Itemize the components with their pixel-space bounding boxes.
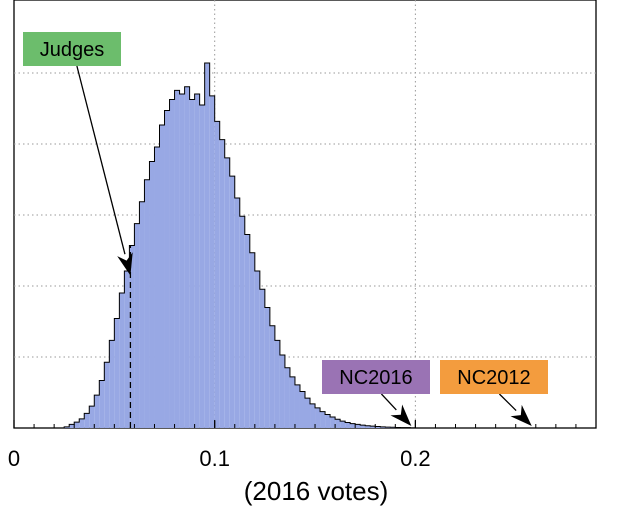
annotation-judges: Judges [23, 32, 133, 428]
histogram-bar [239, 216, 245, 428]
histogram-bar [264, 307, 270, 428]
annotation-label-box [23, 32, 121, 66]
histogram-bar [99, 380, 105, 428]
histogram-bar [194, 94, 200, 429]
histogram-bar [289, 376, 295, 428]
histogram-bar [154, 146, 160, 428]
histogram-bar [149, 161, 155, 429]
histogram-bar [320, 411, 326, 428]
x-axis-title: (2016 votes) [244, 476, 389, 506]
histogram-bar [380, 426, 386, 428]
histogram-bar [305, 398, 311, 428]
annotation-arrow-head [510, 404, 532, 426]
histogram-bar [325, 414, 331, 428]
histogram-bar [209, 95, 215, 428]
histogram-bar [340, 421, 346, 428]
x-axis-ticks: 0 0.1 0.2 [8, 420, 577, 471]
histogram-bar [69, 424, 75, 428]
histogram-bar [330, 417, 336, 428]
histogram-bar [79, 418, 85, 428]
histogram-bar [355, 424, 361, 428]
histogram-bar [94, 395, 100, 428]
histogram-bar [365, 425, 371, 428]
histogram-bar [284, 367, 290, 428]
histogram-bar [64, 426, 70, 428]
histogram-bar [84, 413, 90, 428]
annotation-nc2012: NC2012 [440, 360, 548, 426]
histogram-bar [229, 176, 235, 428]
histogram-bar [189, 99, 195, 428]
histogram-bar [294, 384, 300, 428]
histogram-bar [249, 252, 255, 428]
histogram-bar [164, 110, 170, 428]
histogram-bar [129, 245, 135, 428]
histogram-bar [350, 423, 356, 428]
annotation-label-box [322, 360, 430, 394]
histogram-bar [139, 201, 145, 428]
histogram-bar [184, 86, 190, 428]
histogram-bar [214, 121, 220, 429]
histogram-bar [104, 362, 110, 428]
histogram-bar [224, 157, 230, 428]
histogram-bar [174, 90, 180, 428]
histogram-bar [169, 99, 175, 428]
histogram-bar [254, 271, 260, 428]
x-tick-label: 0.2 [400, 446, 431, 471]
histogram-bar [179, 94, 185, 429]
histogram-bar [274, 340, 280, 428]
histogram-bar [159, 125, 165, 429]
annotation-arrow-head [117, 252, 133, 276]
histogram-bar [119, 292, 125, 428]
histogram-bar [345, 422, 351, 428]
histogram-bar [244, 234, 250, 428]
histogram-bar [219, 139, 225, 428]
annotations: Judges NC2016 NC2012 [23, 32, 548, 428]
histogram-bar [269, 325, 275, 428]
histogram-bar [360, 425, 366, 428]
annotation-nc2016: NC2016 [322, 360, 430, 426]
histogram-bar [134, 223, 140, 428]
histogram-bar [234, 198, 240, 428]
histogram-bar [74, 422, 80, 428]
histogram-bar [279, 355, 285, 428]
annotation-arrow-head [390, 404, 412, 426]
x-tick-label: 0.1 [199, 446, 230, 471]
histogram-bar [109, 340, 115, 428]
histogram-bar [144, 179, 150, 428]
histogram-bars [63, 62, 416, 429]
annotation-arrow-line [76, 65, 126, 255]
annotation-label-text: Judges [40, 39, 105, 61]
histogram-bar [299, 391, 305, 428]
histogram-bar [315, 407, 321, 428]
histogram-bar [114, 318, 120, 428]
histogram-bar [89, 406, 95, 428]
annotation-arrow-line [498, 393, 517, 411]
annotation-label-text: NC2016 [339, 367, 412, 389]
annotation-arrow-line [380, 393, 397, 411]
histogram-bar [259, 289, 265, 428]
histogram-bar [204, 63, 210, 428]
histogram-bar [310, 403, 316, 428]
annotation-label-box [440, 360, 548, 394]
annotation-label-text: NC2012 [457, 367, 530, 389]
histogram-bar [124, 271, 130, 428]
x-tick-label: 0 [8, 446, 20, 471]
histogram-bar [335, 419, 341, 428]
histogram-bar [199, 104, 205, 428]
histogram-bar [375, 426, 381, 428]
histogram-bar [370, 426, 376, 428]
